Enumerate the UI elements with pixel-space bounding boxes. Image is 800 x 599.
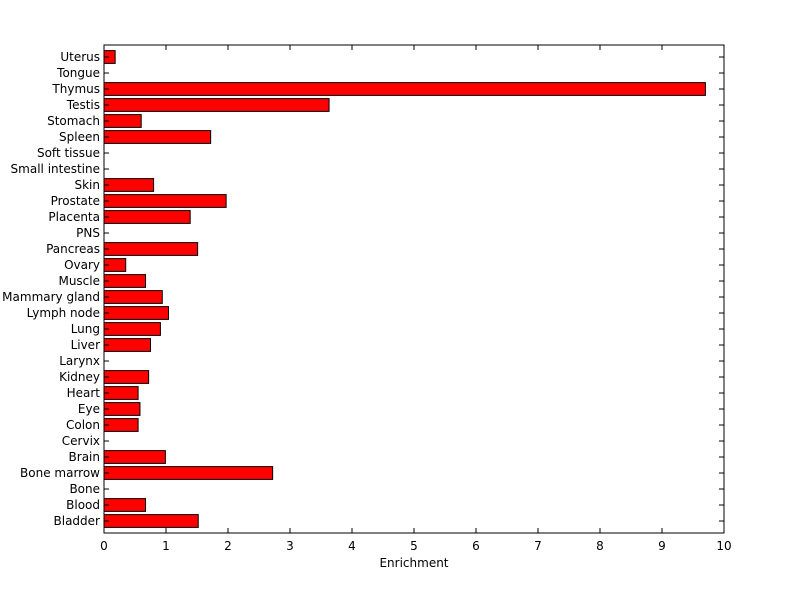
x-tick-label: 1 [162,539,170,553]
bar-prostate [103,194,227,208]
bar-pancreas [103,242,199,256]
y-tick-label: Soft tissue [37,146,100,160]
x-tick-label: 2 [224,539,232,553]
y-tick-label: Spleen [59,130,100,144]
y-tick-label: Bone marrow [20,466,100,480]
y-tick-label: Tongue [56,66,100,80]
bar-liver [103,338,151,352]
bar-stomach [103,114,142,128]
y-tick-label: Mammary gland [2,290,100,304]
y-tick-label: Testis [66,98,100,112]
y-tick-label: Eye [78,402,100,416]
plot-area [104,45,724,533]
plot-frame [103,44,725,534]
y-tick-label: Colon [66,418,100,432]
y-tick-label: Muscle [58,274,100,288]
bar-muscle [103,274,147,288]
y-axis-ticks: Uterus Tongue Thymus Testis Stomach Spleen Sof… [2,50,724,528]
bar-lymph-node [103,306,169,320]
y-tick-label: Placenta [48,210,100,224]
y-tick-label: Bladder [54,514,101,528]
x-tick-label: 5 [410,539,418,553]
x-tick-label: 10 [716,539,731,553]
x-axis-label: Enrichment [379,556,448,570]
bar-colon [103,418,139,432]
bar-skin [103,178,155,192]
x-tick-label: 8 [596,539,604,553]
y-tick-label: Blood [66,498,100,512]
y-tick-label: Larynx [59,354,100,368]
bar-kidney [103,370,150,384]
bar-mammary-gland [103,290,163,304]
y-tick-label: Brain [69,450,100,464]
y-tick-label: Stomach [47,114,100,128]
bar-heart [103,386,139,400]
y-tick-label: Pancreas [46,242,100,256]
x-tick-label: 6 [472,539,480,553]
bar-blood [103,498,147,512]
bar-brain [103,450,166,464]
x-tick-label: 7 [534,539,542,553]
y-tick-label: Lung [71,322,100,336]
y-tick-label: Kidney [59,370,100,384]
y-tick-label: Thymus [51,82,100,96]
y-tick-label: Cervix [62,434,100,448]
x-tick-label: 0 [100,539,108,553]
y-tick-label: Lymph node [27,306,100,320]
y-tick-label: Ovary [64,258,100,272]
y-tick-label: Prostate [51,194,100,208]
bar-thymus [103,82,706,96]
y-tick-label: Bone [69,482,100,496]
y-tick-label: Liver [71,338,101,352]
y-tick-label: Skin [74,178,100,192]
x-tick-label: 3 [286,539,294,553]
bar-eye [103,402,141,416]
bar-lung [103,322,161,336]
y-tick-label: Small intestine [11,162,100,176]
y-tick-label: PNS [76,226,100,240]
x-tick-label: 4 [348,539,356,553]
x-tick-label: 9 [658,539,666,553]
bar-bone-marrow [103,466,274,480]
y-tick-label: Heart [67,386,101,400]
bar-placenta [103,210,191,224]
bar-testis [103,98,330,112]
y-tick-label: Uterus [60,50,100,64]
bar-bladder [103,514,199,528]
bar-spleen [103,130,212,144]
